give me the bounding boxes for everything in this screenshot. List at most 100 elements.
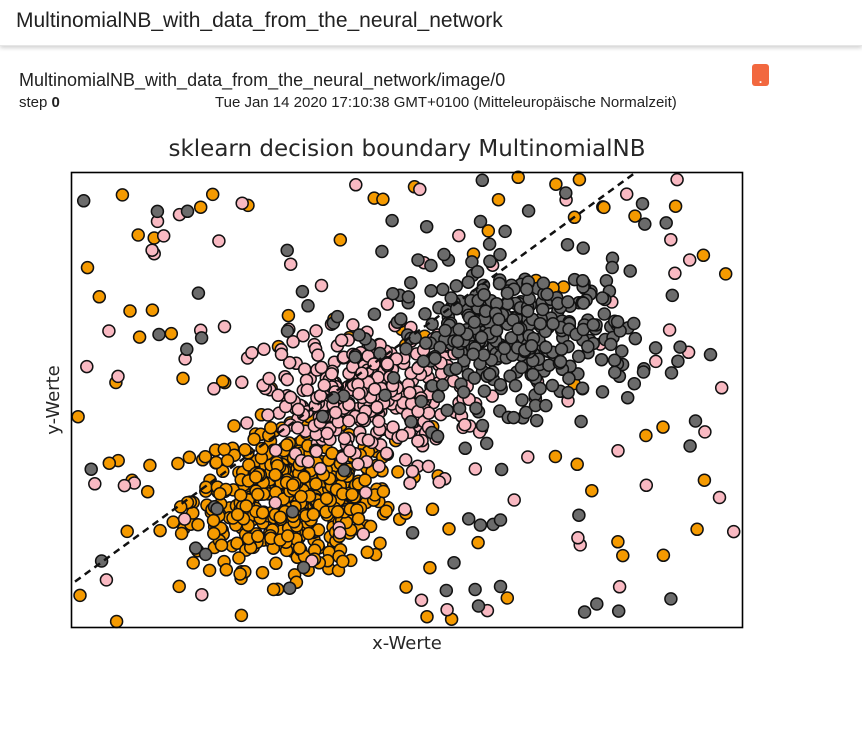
data-point-orange	[376, 192, 390, 207]
data-point-pink	[664, 232, 678, 247]
data-point-orange	[205, 187, 220, 202]
data-point-pink	[714, 381, 729, 395]
data-point-orange	[220, 453, 235, 468]
data-point-pink	[358, 485, 373, 500]
data-point-pink	[405, 464, 420, 479]
data-point-orange	[202, 563, 217, 578]
data-point-gray	[152, 327, 166, 342]
data-point-gray	[620, 390, 635, 405]
data-point-orange	[351, 511, 366, 526]
data-point-gray	[468, 582, 482, 597]
data-point-gray	[520, 304, 535, 318]
data-point-pink	[352, 386, 366, 401]
data-point-gray	[367, 307, 382, 321]
data-point-pink	[240, 416, 254, 430]
data-point-gray	[664, 366, 679, 380]
data-point-orange	[176, 371, 190, 386]
data-point-gray	[444, 291, 458, 305]
data-point-orange	[209, 455, 223, 470]
data-point-gray	[482, 367, 497, 382]
data-point-orange	[251, 529, 265, 544]
data-point-orange	[718, 267, 733, 281]
data-point-orange	[266, 582, 281, 597]
data-point-gray	[475, 173, 490, 188]
data-point-gray	[521, 204, 536, 218]
data-point-pink	[314, 360, 329, 375]
data-point-orange	[281, 308, 296, 323]
data-point-pink	[314, 278, 329, 293]
data-point-pink	[398, 502, 412, 516]
data-point-gray	[659, 216, 673, 230]
data-point-gray	[493, 377, 508, 392]
data-point-pink	[257, 342, 271, 356]
data-point-gray	[461, 275, 476, 289]
data-point-gray	[352, 328, 366, 342]
app-header: MultinomialNB_with_data_from_the_neural_…	[0, 0, 862, 46]
data-point-pink	[432, 475, 446, 489]
data-point-pink	[351, 457, 365, 471]
data-point-orange	[153, 523, 167, 538]
data-point-gray	[673, 340, 687, 354]
data-point-gray	[571, 349, 586, 364]
fullscreen-button[interactable]: .	[752, 64, 769, 86]
data-point-pink	[349, 178, 363, 192]
data-point-pink	[235, 196, 249, 210]
data-point-orange	[294, 489, 308, 504]
data-point-gray	[76, 194, 91, 208]
data-point-orange	[471, 535, 485, 550]
data-point-gray	[559, 186, 573, 200]
data-point-gray	[477, 384, 492, 398]
data-point-gray	[456, 385, 471, 399]
y-axis-label: y-Werte	[43, 365, 64, 435]
data-point-orange	[639, 428, 653, 443]
data-point-gray	[337, 463, 351, 478]
data-point-gray	[623, 264, 637, 278]
data-point-orange	[214, 538, 229, 552]
data-point-orange	[233, 567, 247, 581]
data-point-gray	[604, 337, 618, 352]
data-point-orange	[333, 233, 348, 247]
data-point-gray	[418, 307, 432, 321]
data-point-pink	[342, 414, 356, 428]
data-point-pink	[612, 580, 627, 594]
data-point-pink	[413, 182, 427, 197]
data-point-pink	[403, 476, 417, 490]
data-point-pink	[380, 357, 395, 371]
data-point-orange	[297, 470, 311, 484]
data-point-orange	[227, 419, 241, 433]
data-point-orange	[301, 526, 316, 541]
data-point-pink	[662, 323, 677, 337]
data-point-gray	[519, 405, 533, 420]
data-point-gray	[572, 508, 586, 522]
data-point-gray	[638, 217, 652, 231]
data-point-gray	[394, 312, 408, 326]
data-point-gray	[504, 331, 519, 345]
data-point-gray	[497, 341, 512, 356]
data-point-gray	[419, 219, 434, 234]
data-point-gray	[430, 429, 445, 444]
data-point-gray	[401, 290, 416, 304]
data-point-gray	[594, 352, 609, 367]
data-point-gray	[467, 315, 482, 329]
data-point-pink	[346, 318, 360, 332]
data-point-orange	[268, 468, 282, 482]
data-point-gray	[562, 371, 576, 386]
data-point-gray	[471, 599, 486, 613]
data-point-orange	[219, 563, 234, 577]
data-point-orange	[391, 465, 405, 479]
data-point-pink	[117, 478, 132, 493]
data-point-pink	[370, 400, 384, 414]
data-point-gray	[295, 284, 310, 299]
data-point-gray	[467, 371, 482, 385]
data-point-gray	[671, 354, 685, 368]
data-point-orange	[373, 536, 387, 550]
data-point-orange	[213, 487, 227, 501]
data-point-gray	[492, 276, 507, 291]
data-point-orange	[420, 609, 434, 624]
data-point-pink	[342, 444, 357, 458]
data-point-gray	[385, 213, 399, 228]
data-point-pink	[177, 512, 192, 526]
data-point-gray	[608, 365, 622, 380]
data-point-pink	[245, 346, 259, 360]
